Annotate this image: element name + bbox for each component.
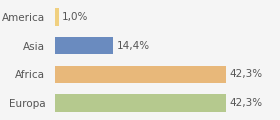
Bar — [55, 8, 59, 26]
Text: 1,0%: 1,0% — [62, 12, 88, 22]
Text: 42,3%: 42,3% — [230, 98, 263, 108]
Bar — [55, 94, 227, 112]
Bar — [55, 66, 227, 83]
Bar — [55, 37, 113, 54]
Text: 14,4%: 14,4% — [116, 41, 150, 51]
Text: 42,3%: 42,3% — [230, 69, 263, 79]
